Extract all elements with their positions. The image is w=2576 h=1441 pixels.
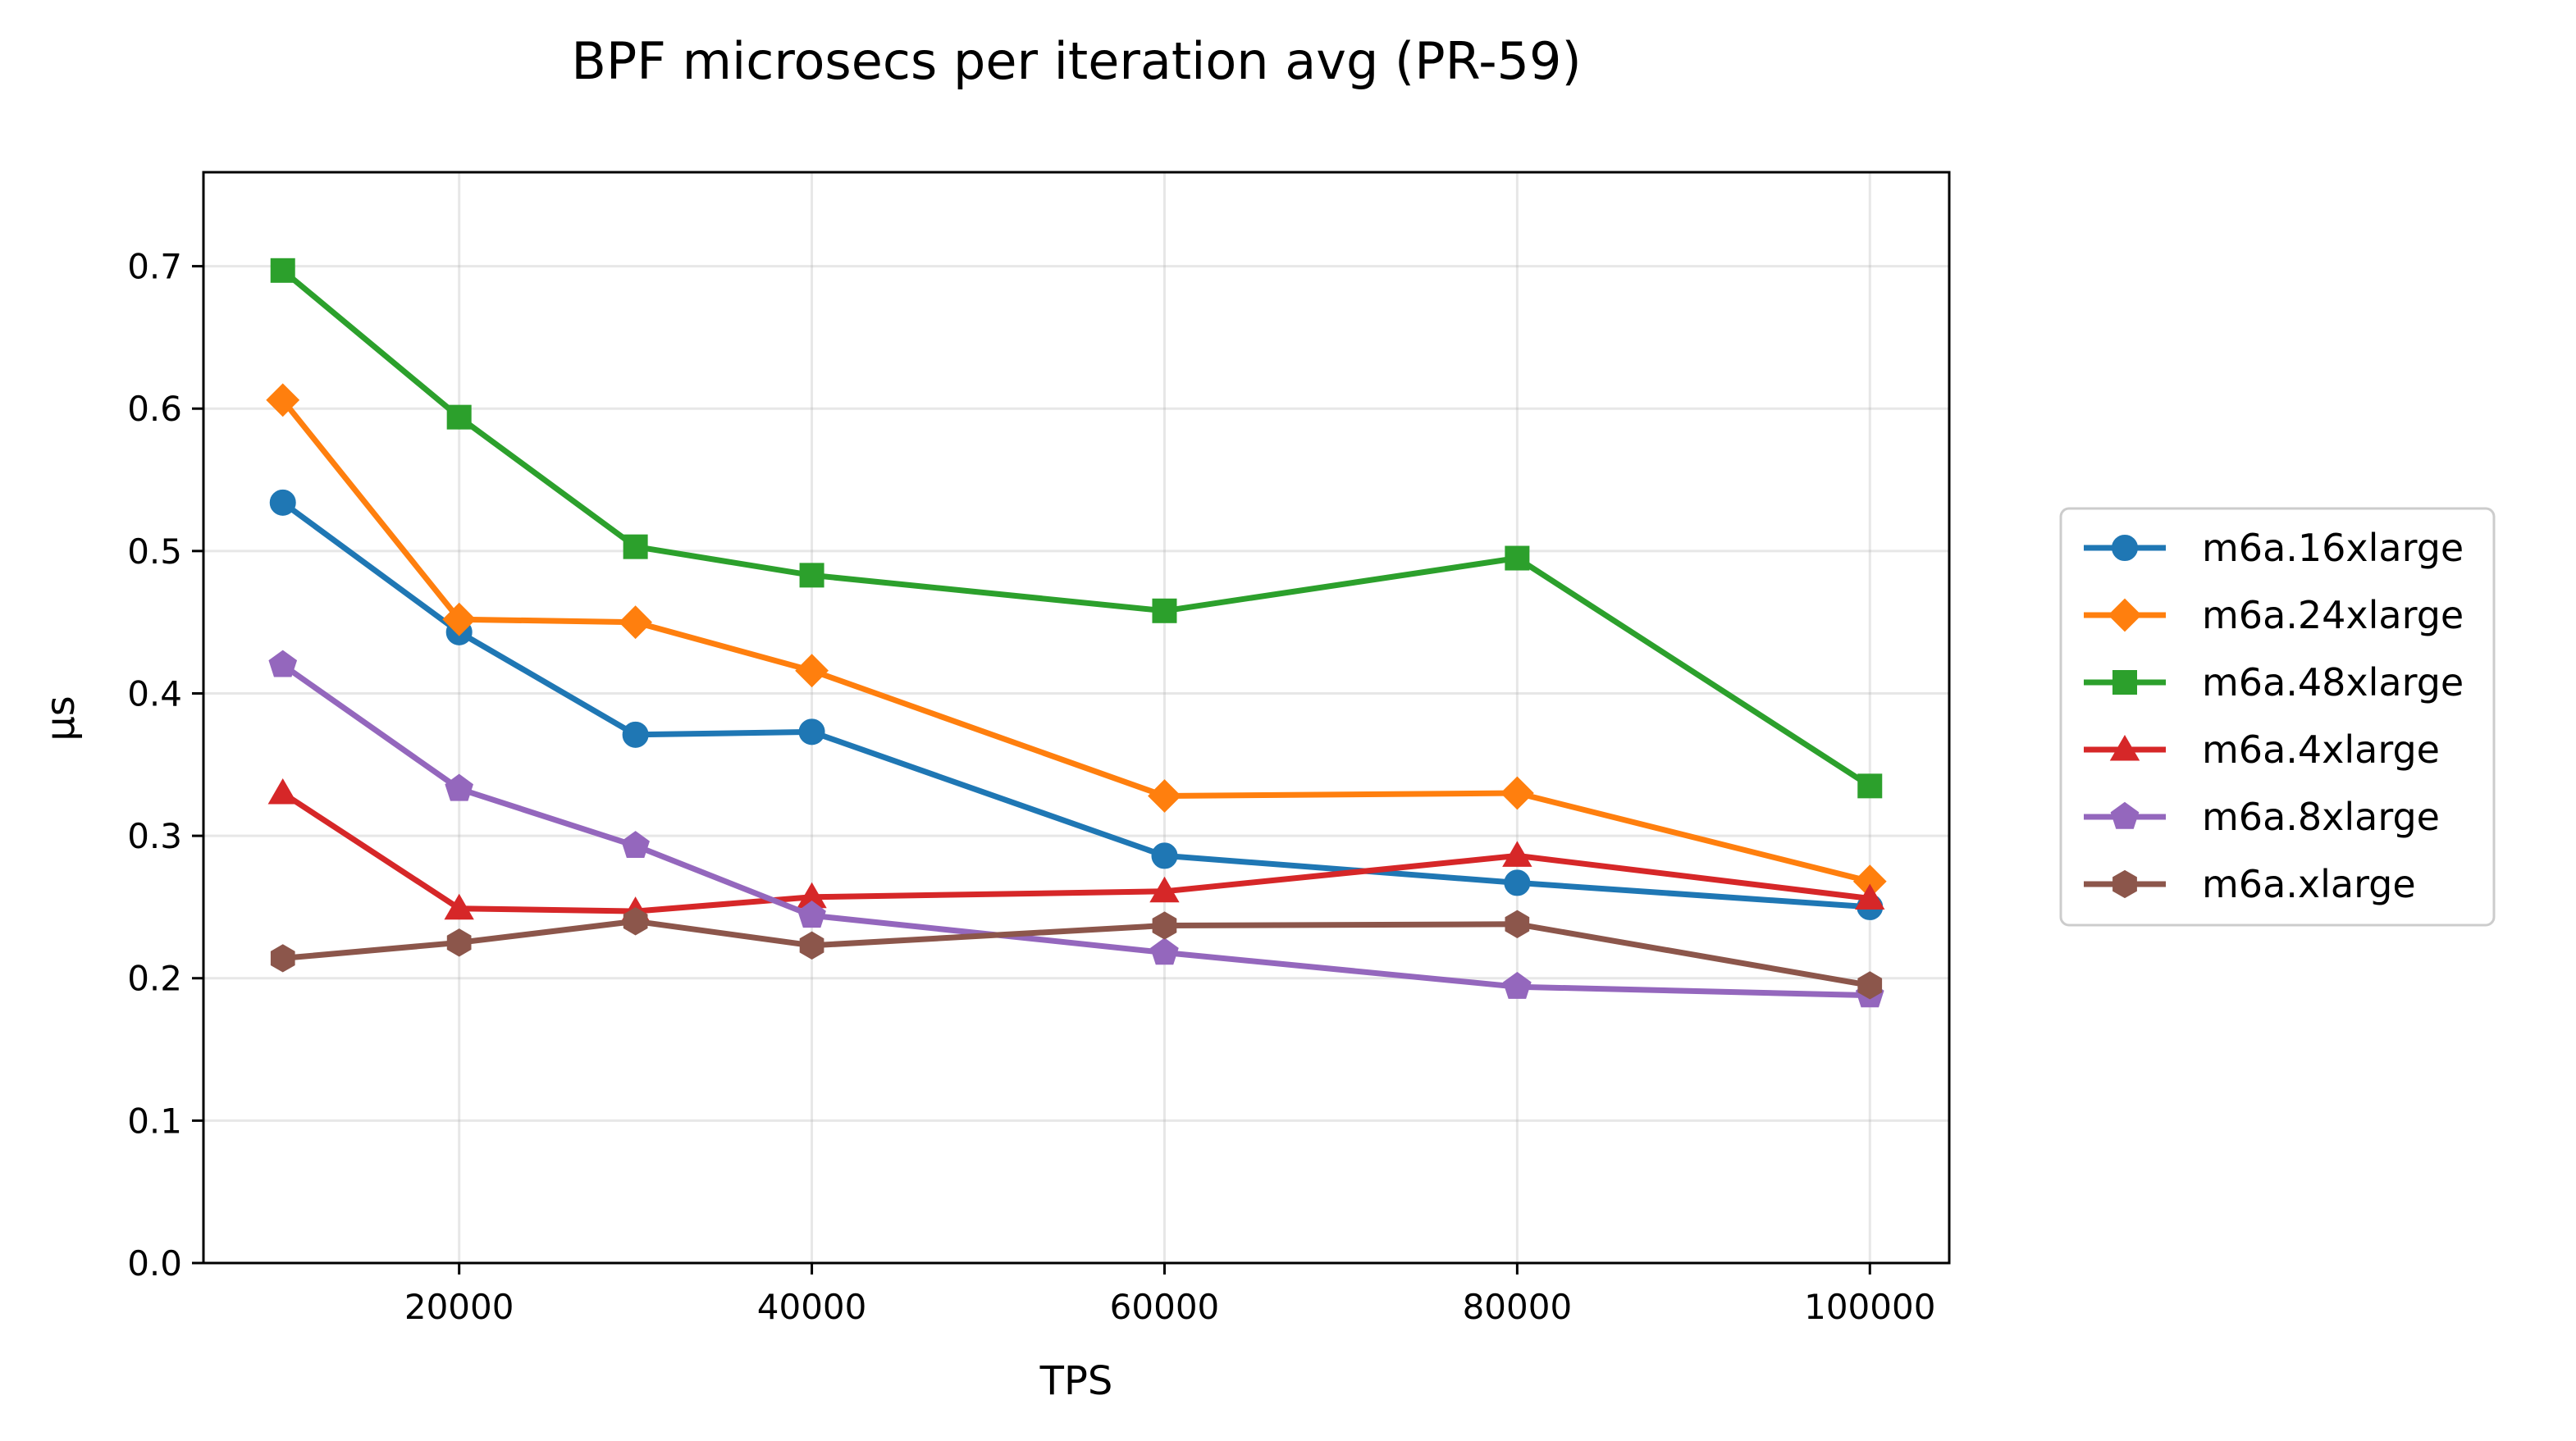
y-tick-label: 0.1: [127, 1101, 182, 1141]
legend-label: m6a.xlarge: [2202, 862, 2416, 906]
data-point-m6a.48xlarge-100000: [1857, 773, 1883, 799]
y-tick-label: 0.0: [127, 1243, 182, 1284]
y-tick-label: 0.5: [127, 531, 182, 572]
x-tick-label: 80000: [1463, 1287, 1573, 1327]
legend-label: m6a.48xlarge: [2202, 660, 2464, 705]
series-m6a.24xlarge: [266, 383, 1887, 899]
legend-marker-square: [2112, 670, 2137, 695]
data-point-m6a.xlarge-40000: [799, 931, 824, 960]
series-layer: [266, 258, 1887, 1008]
y-tick-label: 0.2: [127, 959, 182, 999]
data-point-m6a.xlarge-60000: [1152, 911, 1177, 940]
legend-marker-diamond: [2108, 598, 2142, 632]
legend-marker-triangle: [2109, 735, 2140, 761]
y-tick-label: 0.3: [127, 816, 182, 856]
data-point-m6a.xlarge-30000: [623, 907, 648, 936]
legend-label: m6a.24xlarge: [2202, 593, 2464, 637]
data-point-m6a.24xlarge-60000: [1148, 779, 1181, 813]
data-point-m6a.16xlarge-80000: [1504, 869, 1531, 896]
legend: m6a.16xlarge m6a.24xlarge m6a.48xlarge m6a.…: [2059, 507, 2496, 927]
legend-item-m6a.xlarge: m6a.xlarge: [2084, 862, 2416, 906]
y-axis-label: µs: [38, 695, 84, 741]
data-point-m6a.16xlarge-10000: [269, 489, 296, 516]
data-point-m6a.48xlarge-60000: [1152, 598, 1177, 623]
series-m6a.48xlarge: [270, 258, 1883, 799]
data-point-m6a.24xlarge-30000: [619, 605, 653, 640]
data-point-m6a.16xlarge-30000: [622, 721, 649, 748]
data-point-m6a.16xlarge-60000: [1151, 842, 1178, 869]
data-point-m6a.16xlarge-40000: [798, 718, 825, 746]
data-point-m6a.8xlarge-10000: [268, 650, 298, 677]
x-tick-label: 60000: [1110, 1287, 1220, 1327]
legend-marker-circle: [2112, 535, 2138, 561]
legend-marker-pentagon: [2110, 801, 2140, 829]
data-point-m6a.4xlarge-100000: [1855, 883, 1885, 910]
legend-label: m6a.4xlarge: [2202, 727, 2440, 772]
y-tick-label: 0.4: [127, 673, 182, 714]
y-tick-label: 0.7: [127, 247, 182, 287]
data-point-m6a.48xlarge-20000: [446, 404, 472, 430]
data-point-m6a.8xlarge-20000: [445, 773, 473, 801]
legend-item-m6a.4xlarge: m6a.4xlarge: [2084, 727, 2440, 772]
data-point-m6a.xlarge-100000: [1857, 971, 1883, 1000]
data-point-m6a.48xlarge-10000: [270, 258, 295, 283]
data-point-m6a.24xlarge-40000: [795, 654, 829, 688]
series-m6a.8xlarge: [268, 650, 1884, 1008]
legend-label: m6a.16xlarge: [2202, 526, 2464, 570]
data-point-m6a.8xlarge-40000: [797, 901, 826, 928]
data-point-m6a.8xlarge-60000: [1150, 937, 1179, 965]
data-point-m6a.48xlarge-80000: [1505, 545, 1530, 571]
x-tick-label: 20000: [404, 1287, 514, 1327]
data-point-m6a.4xlarge-10000: [267, 778, 298, 805]
legend-label: m6a.8xlarge: [2202, 795, 2440, 839]
data-point-m6a.48xlarge-40000: [799, 563, 824, 588]
legend-item-m6a.24xlarge: m6a.24xlarge: [2084, 593, 2464, 637]
data-point-m6a.24xlarge-100000: [1852, 864, 1887, 899]
x-tick-label: 100000: [1804, 1287, 1935, 1327]
ticks-layer: 20000 40000 60000 80000 100000 0.0 0.1 0.2 0.3 0.…: [127, 247, 1935, 1327]
grid-layer: [203, 172, 1949, 1265]
data-point-m6a.24xlarge-80000: [1500, 776, 1534, 810]
data-point-m6a.48xlarge-30000: [623, 534, 648, 559]
legend-item-m6a.48xlarge: m6a.48xlarge: [2084, 660, 2464, 705]
legend-marker-hexagon: [2112, 869, 2137, 899]
data-point-m6a.8xlarge-80000: [1503, 971, 1532, 999]
data-point-m6a.8xlarge-30000: [621, 831, 650, 858]
data-point-m6a.4xlarge-60000: [1149, 876, 1180, 903]
data-point-m6a.xlarge-80000: [1505, 910, 1530, 938]
chart-title: BPF microsecs per iteration avg (PR-59): [571, 31, 1581, 91]
series-m6a.xlarge: [270, 907, 1883, 1000]
x-tick-label: 40000: [757, 1287, 867, 1327]
data-point-m6a.4xlarge-20000: [444, 893, 474, 920]
legend-item-m6a.16xlarge: m6a.16xlarge: [2084, 526, 2464, 570]
plot-area-frame: [202, 171, 1951, 1265]
data-point-m6a.4xlarge-80000: [1502, 841, 1532, 867]
data-point-m6a.xlarge-20000: [446, 928, 472, 957]
y-tick-label: 0.6: [127, 389, 182, 429]
x-axis-label: TPS: [1039, 1358, 1113, 1404]
data-point-m6a.24xlarge-20000: [442, 602, 477, 636]
data-point-m6a.xlarge-10000: [270, 944, 295, 973]
data-point-m6a.24xlarge-10000: [266, 383, 300, 417]
legend-box: [2059, 507, 2496, 927]
legend-item-m6a.8xlarge: m6a.8xlarge: [2084, 795, 2440, 839]
